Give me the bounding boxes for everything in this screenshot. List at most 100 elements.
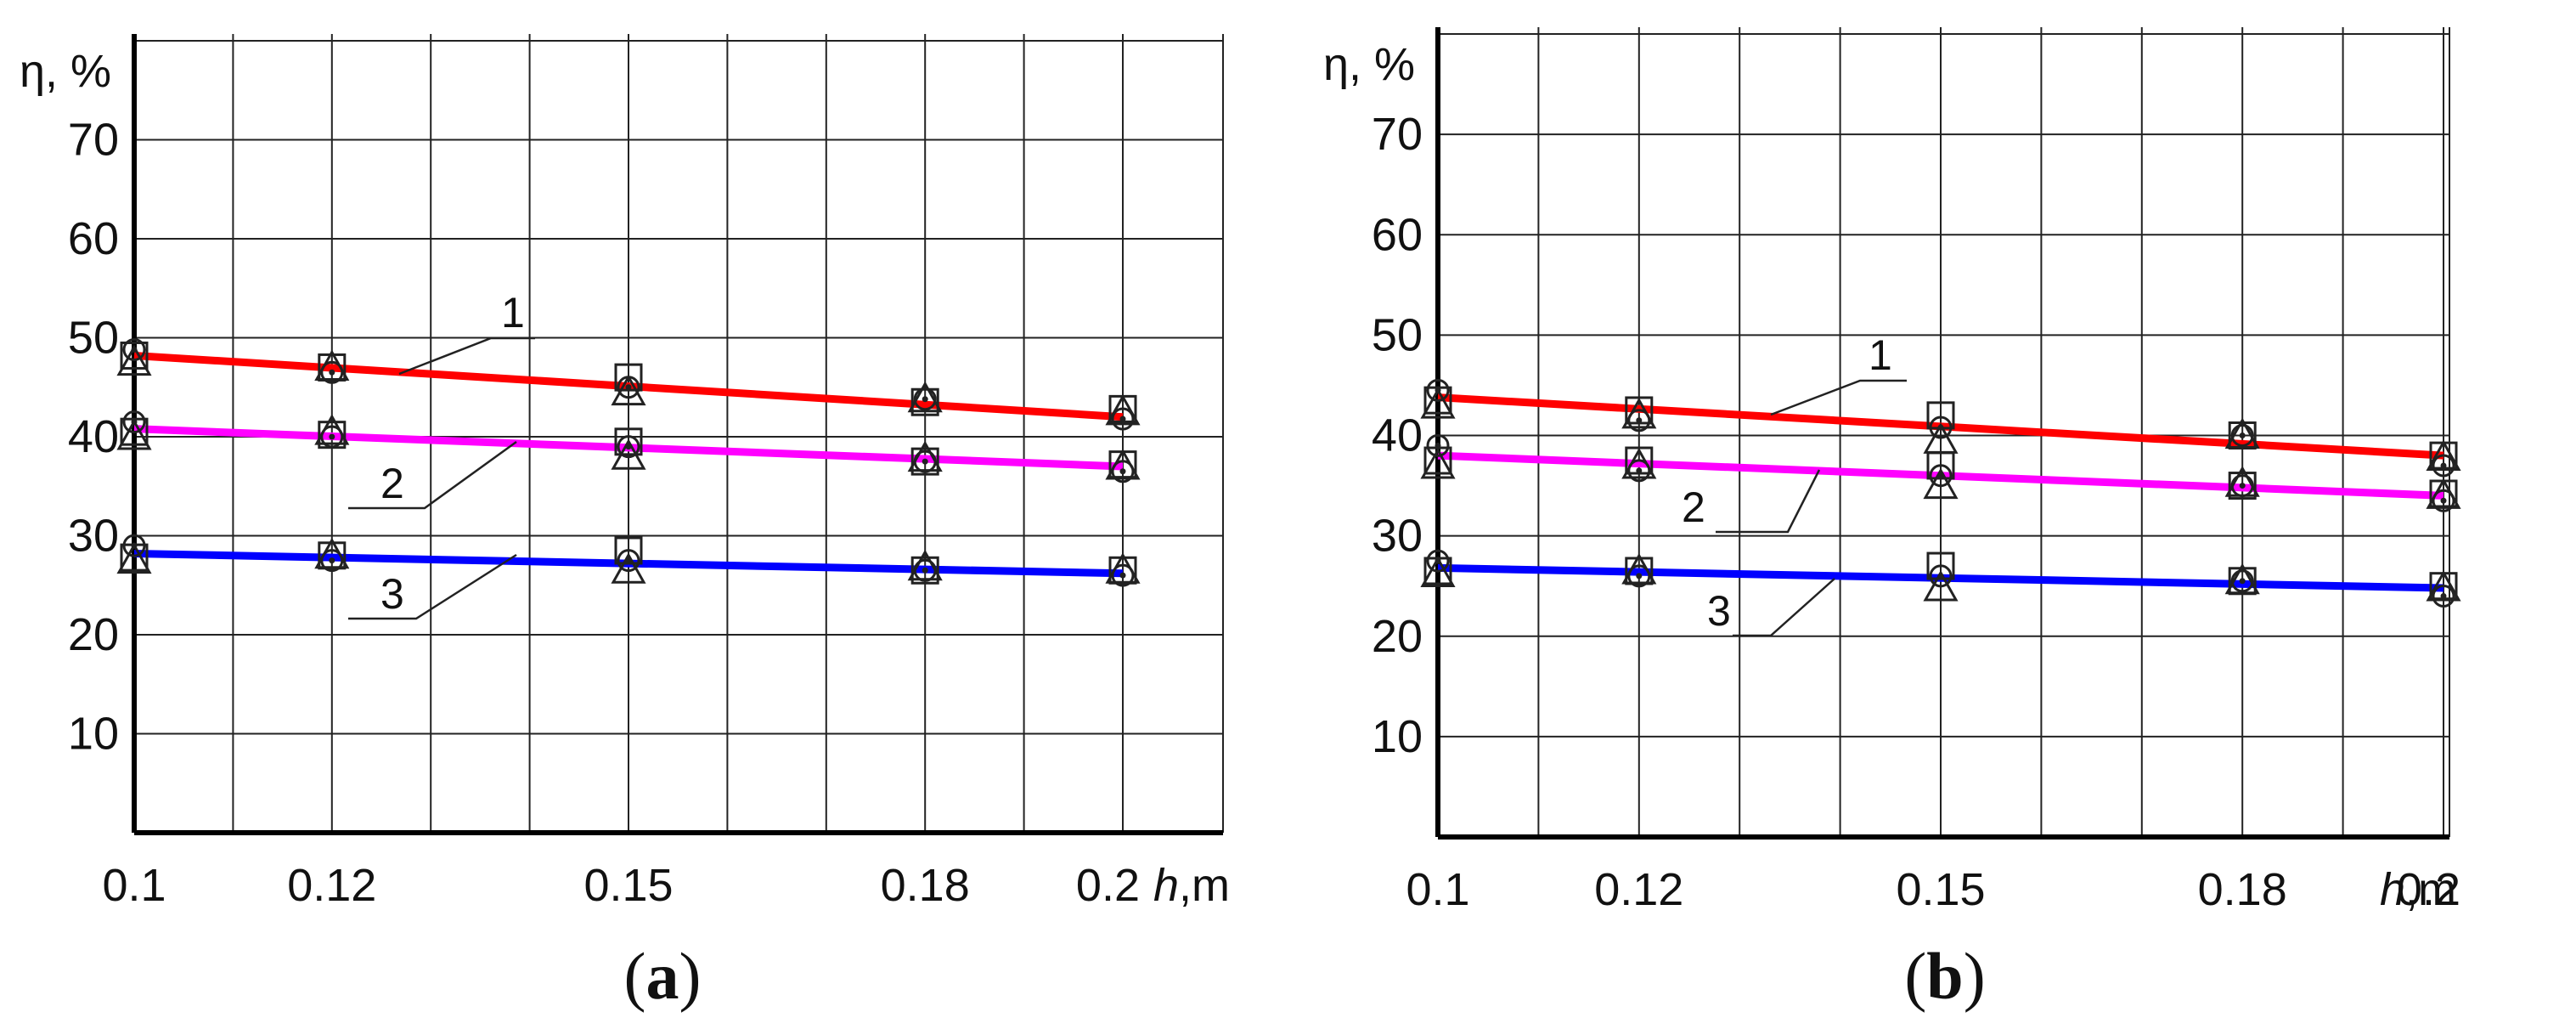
circle-marker [1111,563,1135,587]
x-tick-label: 0.15 [583,860,673,911]
triangle-marker [116,542,152,574]
y-tick-label: 40 [68,411,119,462]
curve-label: 1 [501,289,525,336]
chart-panel-a: 10 20 30 40 50 60 70 0.1 0.12 0.15 0.18 0.2 h,m η, % 1… [20,34,1230,1013]
x-axis-title: h,m [2380,864,2456,915]
square-marker [2228,472,2257,500]
circle-marker-dot [1119,468,1126,475]
circle-marker-dot [2239,483,2246,489]
circle-marker-dot [2440,593,2447,599]
circle-marker-dot [922,458,928,465]
circle-marker [2230,424,2254,447]
x-axis-variable: h [2380,864,2405,915]
circle-marker [913,449,937,473]
triangle-marker [2426,569,2461,602]
circle-marker-dot [1435,442,1441,449]
curve-label: 3 [380,570,404,618]
circle-marker [122,337,146,361]
curve-label: 3 [1707,587,1731,635]
circle-marker [1426,549,1450,573]
triangle-marker [1105,393,1141,426]
circle-marker [617,549,640,573]
triangle-marker [2426,439,2461,471]
x-axis-unit: ,m [1179,860,1230,911]
y-tick-label: 60 [68,213,119,264]
circle-marker-dot [1636,573,1643,580]
triangle-marker [1420,387,1456,419]
circle-marker [1426,378,1450,402]
x-tick-label: 0.1 [1406,864,1469,915]
circle-marker [1929,564,1953,588]
panel-label-open: ( [1904,939,1926,1013]
square-marker [614,427,643,456]
panel-label-close: ) [679,939,702,1013]
circle-marker [1929,416,1953,439]
grid [1438,27,2450,837]
y-tick-label: 50 [1372,309,1423,360]
circle-marker-dot [1636,467,1643,474]
circle-marker-dot [1119,416,1126,422]
circle-marker [2432,585,2455,608]
circle-marker [320,549,344,573]
circle-marker [2230,474,2254,498]
triangle-marker [611,374,646,406]
curve-label: 1 [1869,331,1892,379]
callout-leader [348,440,517,510]
circle-marker-dot [131,542,138,549]
panel-label: (b) [1904,939,1985,1013]
panel-label-close: ) [1964,939,1986,1013]
circle-marker [320,360,344,384]
circle-marker-dot [2239,433,2246,438]
circle-marker [2432,489,2455,512]
circle-marker [122,410,146,434]
series-3: 3 [116,534,1141,620]
triangle-marker [116,344,152,376]
y-tick-label: 50 [68,313,119,364]
x-tick-label: 0.18 [881,860,970,911]
circle-marker-dot [329,369,335,376]
circle-marker-dot [1435,387,1441,393]
circle-marker-dot [2440,462,2447,469]
x-axis-unit: ,m [2405,864,2456,915]
circle-marker [913,558,937,582]
series-2: 2 [116,410,1141,510]
square-marker [910,447,939,476]
square-marker [910,556,939,585]
x-tick-label: 0.1 [102,860,166,911]
y-tick-label: 70 [68,115,119,166]
circle-marker-dot [922,396,928,403]
circle-marker-dot [329,557,335,564]
circle-marker [1111,407,1135,431]
x-axis-variable: h [1153,860,1179,911]
panel-label-letter: b [1926,939,1963,1013]
series-1: 1 [1420,331,2461,478]
circle-marker [617,435,640,459]
callout-leader [1716,469,1821,534]
circle-marker-dot [922,567,928,574]
triangle-marker [1420,447,1456,479]
y-tick-label: 10 [1372,711,1423,762]
circle-marker-dot [1937,472,1944,479]
y-tick-label: 70 [1372,109,1423,160]
series-2: 2 [1420,433,2461,534]
circle-marker-dot [1937,573,1944,580]
x-tick-label: 0.12 [1594,864,1683,915]
circle-marker [1627,459,1651,483]
callout-leader [1770,379,1907,416]
chart-panel-b: 10 20 30 40 50 60 70 0.1 0.12 0.15 0.18 0.2h,m η, % 1… [1323,27,2461,1013]
panel-label-open: ( [624,939,646,1013]
circle-marker-dot [329,433,335,440]
callout-leader [348,553,517,620]
triangle-marker [1923,569,1959,602]
circle-marker-dot [131,346,138,353]
triangle-marker [2224,417,2260,449]
circle-marker [2432,454,2455,478]
circle-marker [320,425,344,449]
y-axis-title: η, % [1323,39,1415,90]
circle-marker [122,534,146,557]
y-tick-label: 40 [1372,410,1423,461]
series-1: 1 [116,289,1141,431]
y-tick-label: 60 [1372,209,1423,260]
triangle-marker [907,381,943,413]
